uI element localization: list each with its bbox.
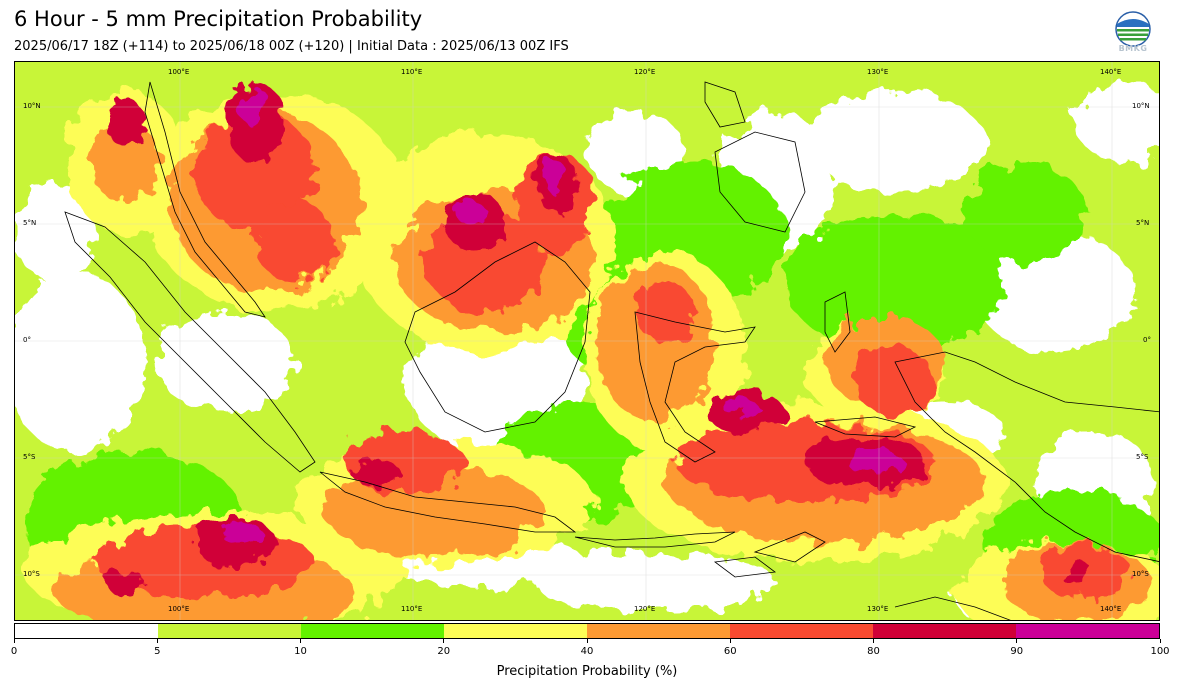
colorbar-segment bbox=[587, 624, 730, 638]
lat-label-left: 5°N bbox=[23, 219, 37, 227]
colorbar-segment bbox=[444, 624, 587, 638]
colorbar-tick-label: 10 bbox=[294, 646, 307, 657]
colorbar bbox=[14, 623, 1160, 639]
colorbar-segment bbox=[158, 624, 301, 638]
lon-label-bottom: 130°E bbox=[867, 605, 889, 613]
lat-label-left: 10°S bbox=[23, 570, 40, 578]
bmkg-logo-text: BMKG bbox=[1118, 44, 1148, 53]
colorbar-tick-mark bbox=[586, 639, 588, 643]
colorbar-segment bbox=[15, 624, 158, 638]
colorbar-tick-label: 20 bbox=[437, 646, 451, 657]
colorbar-tick-label: 0 bbox=[10, 646, 18, 657]
lat-label-left: 5°S bbox=[23, 453, 36, 461]
lon-label-top: 100°E bbox=[168, 68, 190, 76]
lat-label-right: 5°S bbox=[1136, 453, 1149, 461]
lon-label-top: 140°E bbox=[1100, 68, 1122, 76]
colorbar-tick-mark bbox=[1016, 639, 1018, 643]
page-subtitle: 2025/06/17 18Z (+114) to 2025/06/18 00Z … bbox=[14, 39, 569, 54]
colorbar-label: Precipitation Probability (%) bbox=[496, 664, 678, 679]
colorbar-tick-mark bbox=[1159, 639, 1161, 643]
colorbar-tick-label: 40 bbox=[580, 646, 594, 657]
colorbar-tick-mark bbox=[873, 639, 874, 643]
colorbar-tick-label: 90 bbox=[1010, 646, 1024, 657]
colorbar-tick-label: 5 bbox=[154, 646, 161, 657]
colorbar-tick-mark bbox=[13, 639, 15, 643]
precipitation-map: 100°E 110°E 120°E 130°E 140°E 100°E 110°… bbox=[14, 61, 1160, 621]
colorbar-tick-mark bbox=[729, 639, 731, 643]
colorbar-tick-label: 100 bbox=[1150, 646, 1170, 657]
colorbar-tick-label: 80 bbox=[867, 646, 880, 657]
page-title: 6 Hour - 5 mm Precipitation Probability bbox=[14, 7, 423, 31]
colorbar-segment bbox=[730, 624, 873, 638]
colorbar-segment bbox=[301, 624, 444, 638]
lat-label-right: 0° bbox=[1143, 336, 1151, 344]
lon-label-bottom: 120°E bbox=[634, 605, 656, 613]
graticule bbox=[15, 62, 1159, 620]
lat-label-right: 10°N bbox=[1132, 102, 1150, 110]
colorbar-tick-mark bbox=[300, 639, 301, 643]
probability-fields bbox=[15, 62, 1159, 620]
coastlines bbox=[64, 81, 1159, 620]
lon-label-bottom: 140°E bbox=[1100, 605, 1122, 613]
bmkg-logo-icon bbox=[1114, 10, 1152, 54]
lat-label-right: 5°N bbox=[1136, 219, 1150, 227]
lon-label-bottom: 100°E bbox=[168, 605, 190, 613]
colorbar-tick-mark bbox=[443, 639, 445, 643]
map-canvas bbox=[15, 62, 1159, 620]
colorbar-tick-label: 60 bbox=[723, 646, 737, 657]
lon-label-bottom: 110°E bbox=[401, 605, 423, 613]
lat-label-left: 0° bbox=[23, 336, 31, 344]
lon-label-top: 130°E bbox=[867, 68, 889, 76]
colorbar-segment bbox=[1016, 624, 1159, 638]
lon-label-top: 110°E bbox=[401, 68, 423, 76]
lat-label-left: 10°N bbox=[23, 102, 41, 110]
colorbar-tick-mark bbox=[156, 639, 158, 643]
colorbar-segment bbox=[873, 624, 1016, 638]
lat-label-right: 10°S bbox=[1132, 570, 1149, 578]
lon-label-top: 120°E bbox=[634, 68, 656, 76]
